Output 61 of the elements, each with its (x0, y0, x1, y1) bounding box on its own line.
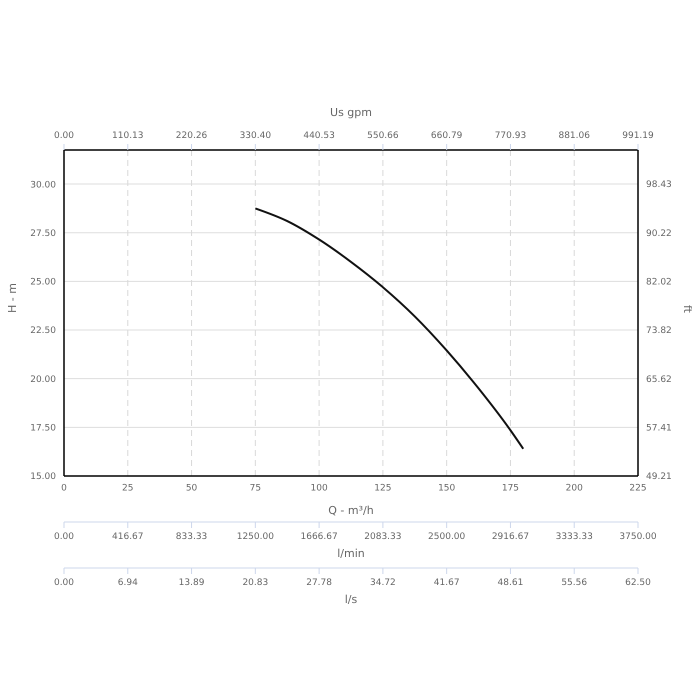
y2-tick-label: 82.02 (646, 278, 672, 288)
y-tick-label: 17.50 (30, 424, 56, 434)
y-tick-label: 30.00 (30, 180, 56, 190)
y2-axis-title: ft (681, 305, 694, 314)
y-tick-label: 22.50 (30, 326, 56, 336)
text: 55.56 (561, 578, 588, 588)
text: 0.00 (54, 578, 74, 588)
y2-tick-label: 90.22 (646, 228, 672, 239)
x2-tick-label: 110.13 (112, 131, 144, 141)
text: 1250.00 (236, 532, 274, 542)
y2-tick-label: 49.21 (646, 472, 672, 482)
text: 13.89 (178, 578, 205, 588)
y2-tick-label: 65.62 (646, 374, 672, 385)
text: 833.33 (176, 532, 208, 542)
text: 2083.33 (364, 532, 402, 542)
text: 20.83 (242, 578, 268, 588)
text: 27.78 (306, 578, 332, 588)
text: l/s (344, 593, 358, 606)
y-tick-label: 27.50 (30, 228, 56, 239)
x2-tick-label: 991.19 (622, 131, 654, 141)
x-axis-title: Q - m³/h (328, 504, 374, 517)
text: 62.50 (625, 578, 652, 588)
text: 2916.67 (492, 532, 530, 542)
y-tick-label: 20.00 (30, 374, 56, 385)
y-axis-title: H - m (6, 283, 19, 313)
x-tick-label: 225 (629, 483, 647, 494)
text: 34.72 (370, 578, 396, 588)
y-tick-label: 15.00 (30, 472, 56, 482)
x-tick-label: 25 (122, 483, 134, 494)
y2-tick-label: 98.43 (646, 180, 672, 190)
x-tick-label: 175 (502, 483, 520, 494)
text: 1666.67 (300, 532, 338, 542)
text: 48.61 (498, 578, 524, 588)
x2-tick-label: 770.93 (494, 131, 526, 141)
text: 6.94 (118, 578, 138, 588)
text: 41.67 (434, 578, 460, 588)
x-tick-label: 50 (186, 483, 198, 494)
x-tick-label: 0 (61, 483, 68, 494)
y2-tick-label: 73.82 (646, 326, 672, 336)
x2-axis-title: Us gpm (330, 106, 372, 119)
x2-tick-label: 881.06 (558, 131, 590, 141)
x2-tick-label: 660.79 (430, 131, 463, 141)
text: l/min (337, 547, 365, 560)
x2-tick-label: 440.53 (303, 131, 335, 141)
text: 3750.00 (619, 532, 657, 542)
x-tick-label: 150 (438, 483, 456, 494)
x2-tick-label: 550.66 (367, 131, 399, 141)
x2-tick-label: 330.40 (240, 131, 272, 141)
y-tick-label: 25.00 (30, 278, 56, 288)
line-series (254, 207, 524, 450)
text: 416.67 (112, 532, 144, 542)
text: 3333.33 (556, 532, 593, 542)
x-tick-label: 125 (374, 483, 392, 494)
x-tick-label: 100 (310, 483, 328, 494)
y2-tick-label: 57.41 (646, 424, 672, 434)
x-tick-label: 75 (250, 483, 262, 494)
text: 2500.00 (428, 532, 466, 542)
x-tick-label: 200 (566, 483, 584, 494)
x2-tick-label: 0.00 (54, 131, 74, 141)
text: 0.00 (54, 532, 74, 542)
x2-tick-label: 220.26 (176, 131, 208, 141)
